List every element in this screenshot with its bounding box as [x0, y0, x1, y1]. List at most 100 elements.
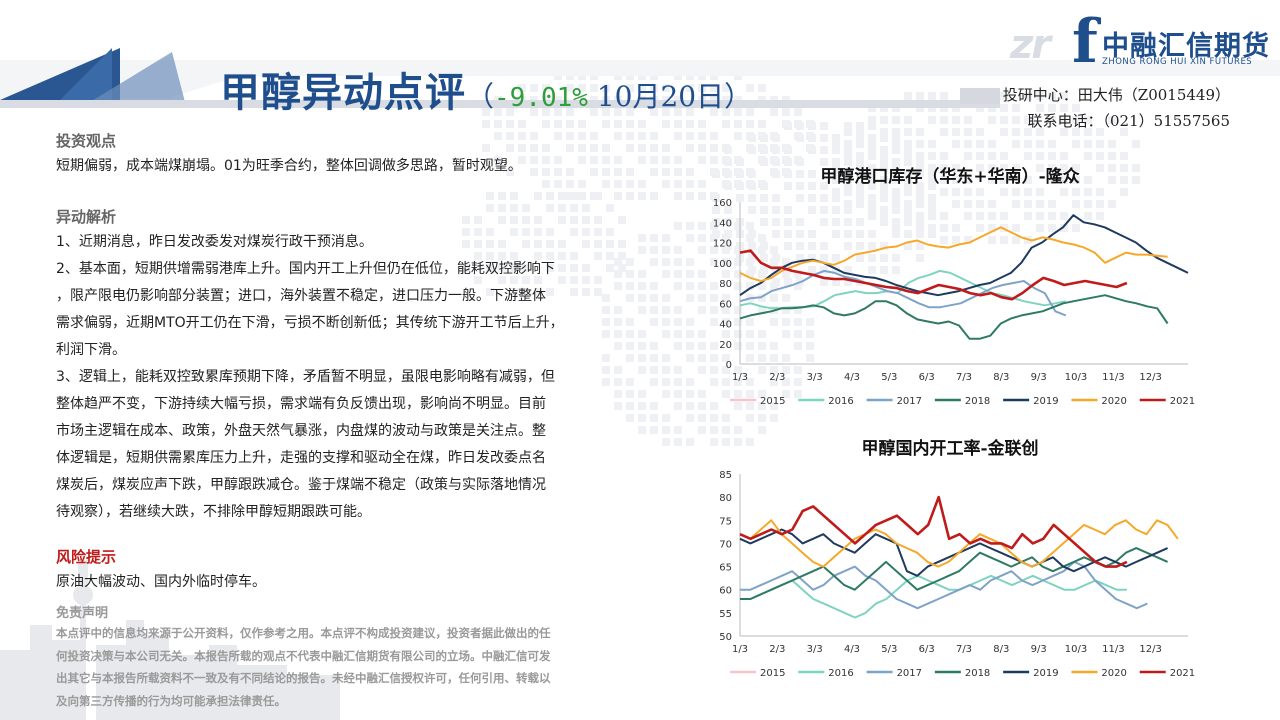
operating-rate-chart: 50 55 60 65 70 75 80 85 1/3 2/3 3/3 4/3 5/3 6/3 7/3 8/3… — [719, 470, 1195, 679]
x-tick-label: 3/3 — [807, 644, 823, 655]
logo-letter: f — [1072, 7, 1098, 77]
y-tick-label: 120 — [713, 239, 732, 250]
logo-english-name: ZHONG RONG HUI XIN FUTURES — [1102, 57, 1253, 67]
y-tick-label: 160 — [713, 198, 732, 209]
series-line-2021 — [739, 249, 1128, 301]
analysis-line: 体逻辑是，短期供需累库压力上升，走强的支撑和驱动全在煤，昨日发改委点名 — [56, 450, 546, 466]
y-tick-label: 60 — [719, 299, 732, 310]
disclaimer-line: 本点评中的信息均来源于公开资料，仅作参考之用。本点评不构成投资建议，投资者据此做… — [56, 626, 551, 640]
legend-label-2020: 2020 — [1101, 668, 1126, 679]
logo-chinese-name: 中融汇信期货 — [1102, 31, 1270, 62]
analysis-line: 整体趋严不变，下游持续大幅亏损，需求端有负反馈出现，影响尚不明显。目前 — [56, 396, 546, 412]
y-tick-label: 80 — [719, 279, 732, 290]
series-line-2021 — [739, 495, 1128, 568]
risk-text: 原油大幅波动、国内外临时停车。 — [56, 574, 266, 590]
series-line-2018 — [739, 294, 1169, 340]
disclaimer-line: 出其它与本报告所载资料不一致及有不同结论的报告。未经中融汇信授权许可，任何引用、… — [56, 671, 551, 685]
legend-label-2018: 2018 — [965, 396, 990, 407]
y-tick-label: 60 — [719, 586, 732, 597]
legend-label-2017: 2017 — [897, 396, 922, 407]
legend-label-2015: 2015 — [760, 396, 785, 407]
view-heading: 投资观点 — [56, 132, 117, 150]
port-inventory-chart: 0 20 40 60 80 100 120 140 160 1/3 2/3 3/3 4/3 5/3 6/3 7… — [713, 198, 1195, 407]
y-tick-label: 55 — [719, 609, 732, 620]
analysis-line: 利润下滑。 — [56, 342, 126, 358]
legend-label-2018: 2018 — [965, 668, 990, 679]
x-tick-label: 12/3 — [1139, 644, 1161, 655]
city-skyline-decoration — [0, 560, 340, 720]
disclaimer-line: 及向第三方传播的行为均可能承担法律责任。 — [56, 693, 286, 708]
x-tick-label: 7/3 — [956, 644, 972, 655]
x-tick-label: 4/3 — [844, 644, 860, 655]
analysis-line: 1、近期消息，昨日发改委发对煤炭行政干预消息。 — [56, 234, 373, 250]
y-tick-label: 100 — [713, 259, 732, 270]
legend-label-2021: 2021 — [1170, 396, 1195, 407]
title-main: 甲醇异动点评 — [220, 69, 466, 116]
y-tick-label: 65 — [719, 563, 732, 574]
x-tick-label: 10/3 — [1065, 644, 1087, 655]
company-logo: zr f 中融汇信期货 ZHONG RONG HUI XIN FUTURES — [1010, 12, 1270, 72]
analysis-line: 需求偏弱，近期MTO开工仍在下滑，亏损不断创新低；其传统下游开工节后上升， — [56, 315, 564, 331]
legend-label-2017: 2017 — [897, 668, 922, 679]
legend-label-2019: 2019 — [1033, 668, 1058, 679]
x-tick-label: 12/3 — [1139, 372, 1161, 383]
y-tick-label: 85 — [719, 470, 732, 481]
risk-heading: 风险提示 — [56, 548, 117, 566]
x-tick-label: 3/3 — [807, 372, 823, 383]
x-tick-label: 2/3 — [769, 372, 785, 383]
x-tick-label: 2/3 — [769, 644, 785, 655]
analysis-line: 待观察），若继续大跌，不排除甲醇短期跟跌可能。 — [56, 504, 371, 520]
page-title: 甲醇异动点评（-9.01% 10月20日） — [220, 60, 752, 118]
chart2-title: 甲醇国内开工率-金联创 — [861, 439, 1039, 459]
analysis-line: 市场主逻辑在成本、政策，外盘天然气暴涨，内盘煤的波动与政策是关注点。整 — [56, 423, 546, 439]
disclaimer-line: 何投资决策与本公司无关。本报告所载的观点不代表中融汇信期货有限公司的立场。中融汇… — [56, 648, 551, 663]
x-tick-label: 4/3 — [844, 372, 860, 383]
analysis-line: 2、基本面，短期供增需弱港库上升。国内开工上升但仍在低位，能耗双控影响下 — [56, 261, 555, 277]
x-tick-label: 5/3 — [881, 372, 897, 383]
header-decoration — [0, 48, 1280, 108]
series-line-2020 — [739, 519, 1179, 568]
analysis-line: 3、逻辑上，能耗双控致累库预期下降，矛盾暂不明显，虽限电影响略有减弱，但 — [56, 369, 555, 385]
x-tick-label: 9/3 — [1031, 372, 1047, 383]
y-tick-label: 50 — [719, 632, 732, 643]
x-tick-label: 8/3 — [993, 644, 1009, 655]
x-tick-label: 5/3 — [881, 644, 897, 655]
x-tick-label: 10/3 — [1065, 372, 1087, 383]
view-text: 短期偏弱，成本端煤崩塌。01为旺季合约，整体回调做多思路，暂时观望。 — [56, 158, 522, 174]
series-line-2017 — [739, 269, 1067, 317]
x-tick-label: 1/3 — [732, 644, 748, 655]
phone-line: 联系电话：（021）51557565 — [1027, 112, 1230, 130]
analysis-line: ，限产限电仍影响部分装置；进口，海外装置不稳定，进口压力一般。下游整体 — [56, 288, 546, 304]
x-tick-label: 11/3 — [1102, 644, 1124, 655]
series-line-2017 — [740, 560, 1148, 610]
disclaimer-heading: 免责声明 — [56, 606, 109, 621]
y-tick-label: 40 — [719, 320, 732, 331]
analysis-text: 1、近期消息，昨日发改委发对煤炭行政干预消息。 2、基本面，短期供增需弱港库上升… — [56, 229, 636, 526]
chart1-title: 甲醇港口库存（华东+华南）-隆众 — [820, 167, 1080, 187]
x-tick-label: 7/3 — [956, 372, 972, 383]
x-tick-label: 6/3 — [919, 372, 935, 383]
title-paren: （ — [466, 80, 495, 113]
legend-label-2016: 2016 — [828, 668, 853, 679]
legend-label-2021: 2021 — [1170, 668, 1195, 679]
x-tick-label: 8/3 — [993, 372, 1009, 383]
y-tick-label: 140 — [713, 218, 732, 229]
analyst-line: 投研中心：田大伟（Z0015449） — [1002, 86, 1230, 104]
y-tick-label: 75 — [719, 516, 732, 527]
contact-info: 投研中心：田大伟（Z0015449） 联系电话：（021）51557565 — [1003, 82, 1230, 134]
x-tick-label: 6/3 — [919, 644, 935, 655]
y-tick-label: 70 — [719, 539, 732, 550]
x-tick-label: 9/3 — [1031, 644, 1047, 655]
commentary-body: 投资观点 短期偏弱，成本端煤崩塌。01为旺季合约，整体回调做多思路，暂时观望。 … — [56, 128, 636, 596]
x-tick-label: 1/3 — [732, 372, 748, 383]
analysis-line: 煤炭后，煤炭应声下跌，甲醇跟跌减仓。鉴于煤端不稳定（政策与实际落地情况 — [56, 477, 546, 493]
legend-label-2020: 2020 — [1101, 396, 1126, 407]
title-percent-change: -9.01% — [494, 83, 588, 113]
legend-label-2016: 2016 — [828, 396, 853, 407]
y-tick-label: 80 — [719, 493, 732, 504]
x-tick-label: 11/3 — [1102, 372, 1124, 383]
analysis-heading: 异动解析 — [56, 208, 117, 226]
logo-mark: zr — [1010, 22, 1051, 68]
y-tick-label: 0 — [726, 360, 732, 371]
